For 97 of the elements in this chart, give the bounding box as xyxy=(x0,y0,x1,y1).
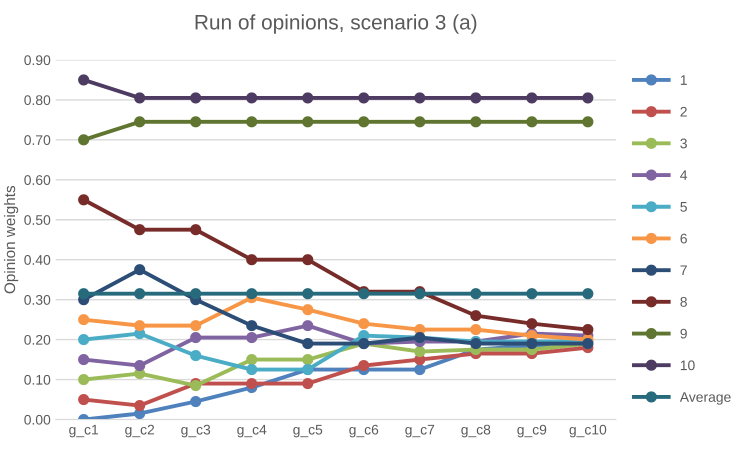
point xyxy=(302,378,314,390)
point xyxy=(134,360,146,372)
point xyxy=(190,224,202,236)
point xyxy=(246,332,258,344)
point xyxy=(78,134,90,146)
point xyxy=(246,116,258,128)
point xyxy=(134,288,146,300)
point xyxy=(78,374,90,386)
point xyxy=(190,320,202,332)
x-tick-label: g_c2 xyxy=(125,424,154,438)
x-tick-label: g_c3 xyxy=(181,424,210,438)
point xyxy=(582,92,594,104)
point xyxy=(190,332,202,344)
y-tick-label: 0.40 xyxy=(24,255,50,265)
point xyxy=(246,354,258,366)
legend-label: 7 xyxy=(680,265,687,276)
legend-label: 9 xyxy=(680,328,687,339)
legend-label: Average xyxy=(680,392,731,405)
legend-label: 3 xyxy=(680,138,687,148)
point xyxy=(190,396,202,408)
point xyxy=(582,116,594,128)
point xyxy=(246,288,258,300)
point xyxy=(302,338,314,350)
point xyxy=(358,92,370,104)
point xyxy=(526,92,538,104)
y-tick-label: 0.50 xyxy=(24,215,50,225)
legend-label: 5 xyxy=(680,202,687,212)
point xyxy=(190,288,202,300)
point xyxy=(526,288,538,300)
y-tick-label: 0.10 xyxy=(24,374,50,385)
point xyxy=(190,350,202,362)
point xyxy=(302,354,314,366)
point xyxy=(470,92,482,104)
y-tick-label: 0.30 xyxy=(24,294,50,305)
point xyxy=(302,254,314,266)
point xyxy=(78,288,90,300)
y-tick-label: 0.70 xyxy=(24,135,50,146)
x-tick-label: g_c9 xyxy=(517,424,546,438)
point xyxy=(246,364,258,376)
y-tick-label: 0.60 xyxy=(24,175,50,185)
x-tick-label: g_c5 xyxy=(293,424,322,438)
point xyxy=(414,364,426,376)
point xyxy=(246,92,258,104)
x-tick-label: g_c1 xyxy=(69,424,98,438)
chart-title: Run of opinions, scenario 3 (a) xyxy=(196,14,476,34)
point xyxy=(302,288,314,300)
point xyxy=(134,224,146,236)
x-tick-label: g_c10 xyxy=(570,424,606,438)
point xyxy=(470,288,482,300)
point xyxy=(190,116,202,128)
point xyxy=(414,346,426,358)
point xyxy=(134,92,146,104)
point xyxy=(78,354,90,366)
point xyxy=(78,194,90,206)
x-tick-label: g_c8 xyxy=(461,424,490,438)
point xyxy=(414,92,426,104)
point xyxy=(302,116,314,128)
point xyxy=(582,288,594,300)
point xyxy=(78,74,90,86)
point xyxy=(246,378,258,390)
x-tick-label: g_c6 xyxy=(349,424,378,438)
point xyxy=(470,116,482,128)
legend-label: 8 xyxy=(680,297,687,307)
point xyxy=(414,116,426,128)
point xyxy=(582,324,594,336)
point xyxy=(302,320,314,332)
point xyxy=(470,324,482,336)
legend-label: 6 xyxy=(680,234,687,244)
point xyxy=(134,116,146,128)
point xyxy=(526,116,538,128)
point xyxy=(78,394,90,406)
point xyxy=(134,264,146,276)
point xyxy=(302,92,314,104)
point xyxy=(78,334,90,346)
legend-label: 4 xyxy=(680,170,688,180)
point xyxy=(526,318,538,330)
point xyxy=(358,318,370,330)
point xyxy=(134,400,146,412)
point xyxy=(246,254,258,266)
y-tick-label: 0.20 xyxy=(24,334,50,345)
y-tick-label: 0.00 xyxy=(24,414,50,425)
point xyxy=(78,314,90,326)
x-tick-label: g_c4 xyxy=(237,424,266,438)
y-tick-label: 0.90 xyxy=(24,55,50,66)
y-tick-label: 0.80 xyxy=(24,95,50,106)
legend-label: 1 xyxy=(680,75,687,85)
point xyxy=(470,310,482,322)
point xyxy=(358,360,370,372)
legend-label: 2 xyxy=(680,106,687,117)
point xyxy=(134,320,146,332)
point xyxy=(302,304,314,316)
x-tick-label: g_c7 xyxy=(405,424,434,438)
point xyxy=(190,92,202,104)
point xyxy=(358,116,370,128)
y-axis-title: Opinion weights xyxy=(4,186,18,294)
point xyxy=(246,320,258,332)
legend-label: 10 xyxy=(680,360,695,370)
